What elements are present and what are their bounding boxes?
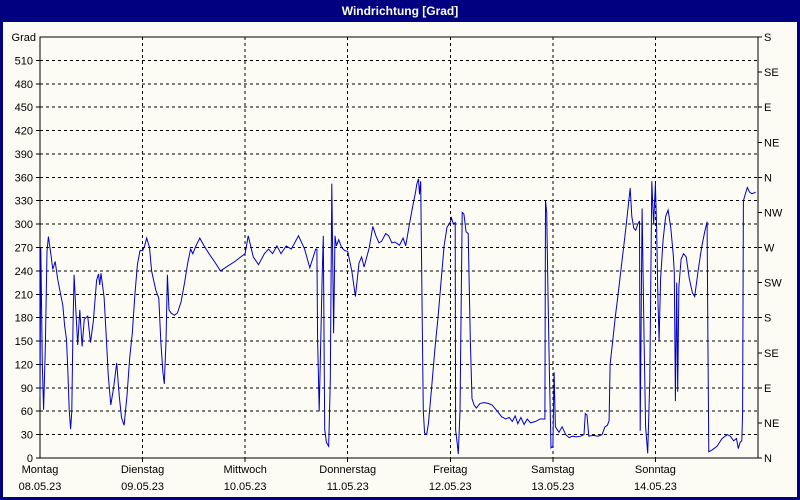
y-left-tick-label-240: 240 xyxy=(15,266,33,278)
x-date-label-5: 13.05.23 xyxy=(531,481,574,493)
x-day-label-0: Montag xyxy=(22,464,59,476)
y-right-label-540: S xyxy=(764,32,771,44)
title-bar: Windrichtung [Grad] xyxy=(0,0,800,22)
y-left-tick-label-210: 210 xyxy=(15,289,33,301)
x-day-label-2: Mittwoch xyxy=(223,464,266,476)
y-left-tick-label-390: 390 xyxy=(15,149,33,161)
x-day-label-4: Freitag xyxy=(433,464,467,476)
x-date-label-0: 08.05.23 xyxy=(19,481,62,493)
y-left-tick-label-180: 180 xyxy=(15,313,33,325)
series-line-windrichtung xyxy=(39,178,756,455)
chart-content: 0 30 60 90 120 150 180 210 240 270 300 330 360 390 420… xyxy=(3,22,797,497)
y-right-label-360: N xyxy=(764,172,772,184)
y-left-tick-label-90: 90 xyxy=(21,383,33,395)
x-day-label-5: Samstag xyxy=(531,464,574,476)
x-day-label-1: Dienstag xyxy=(121,464,164,476)
y-left-tick-label-360: 360 xyxy=(15,172,33,184)
x-day-label-6: Sonntag xyxy=(635,464,676,476)
y-left-tick-label-480: 480 xyxy=(15,79,33,91)
y-right-label-90: E xyxy=(764,383,771,395)
wind-direction-chart: 0 30 60 90 120 150 180 210 240 270 300 330 360 390 420… xyxy=(12,32,783,493)
y-left-tick-label-150: 150 xyxy=(15,336,33,348)
y-right-label-135: SE xyxy=(764,348,779,360)
x-date-label-4: 12.05.23 xyxy=(429,481,472,493)
y-right-label-45: NE xyxy=(764,418,779,430)
x-date-label-6: 14.05.23 xyxy=(634,481,677,493)
plot-border xyxy=(39,36,759,459)
y-left-tick-label-450: 450 xyxy=(15,102,33,114)
y-left-tick-label-0: 0 xyxy=(27,453,33,465)
y-left-tick-label-60: 60 xyxy=(21,406,33,418)
y-right-label-450: E xyxy=(764,102,771,114)
y-right-label-270: W xyxy=(764,243,775,255)
y-axis-unit-label: Grad xyxy=(12,32,36,44)
y-left-tick-label-30: 30 xyxy=(21,430,33,442)
x-day-label-3: Donnerstag xyxy=(319,464,376,476)
y-right-label-405: NE xyxy=(764,137,779,149)
y-left-tick-label-510: 510 xyxy=(15,55,33,67)
y-left-tick-label-330: 330 xyxy=(15,196,33,208)
y-right-label-315: NW xyxy=(764,207,783,219)
y-left-tick-label-120: 120 xyxy=(15,359,33,371)
x-date-label-3: 11.05.23 xyxy=(327,481,369,493)
y-right-label-0: N xyxy=(764,453,772,465)
y-right-label-225: SW xyxy=(764,278,782,290)
y-right-label-495: SE xyxy=(764,67,779,79)
y-right-label-180: S xyxy=(764,313,771,325)
y-left-tick-label-420: 420 xyxy=(15,126,33,138)
y-left-tick-label-300: 300 xyxy=(15,219,33,231)
x-date-label-2: 10.05.23 xyxy=(224,481,267,493)
x-date-label-1: 09.05.23 xyxy=(121,481,164,493)
y-left-tick-label-270: 270 xyxy=(15,243,33,255)
window-title: Windrichtung [Grad] xyxy=(341,4,459,18)
